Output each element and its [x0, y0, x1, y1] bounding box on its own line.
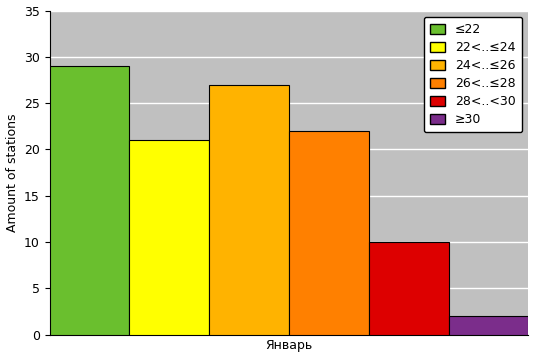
Bar: [289, 131, 369, 335]
Legend: ≤22, 22<..≤24, 24<..≤26, 26<..≤28, 28<..<30, ≥30: ≤22, 22<..≤24, 24<..≤26, 26<..≤28, 28<..…: [424, 17, 522, 132]
Y-axis label: Amount of stations: Amount of stations: [5, 113, 19, 232]
Bar: [369, 242, 449, 335]
Bar: [209, 84, 289, 335]
Bar: [50, 66, 130, 335]
Bar: [130, 140, 209, 335]
Bar: [449, 316, 529, 335]
